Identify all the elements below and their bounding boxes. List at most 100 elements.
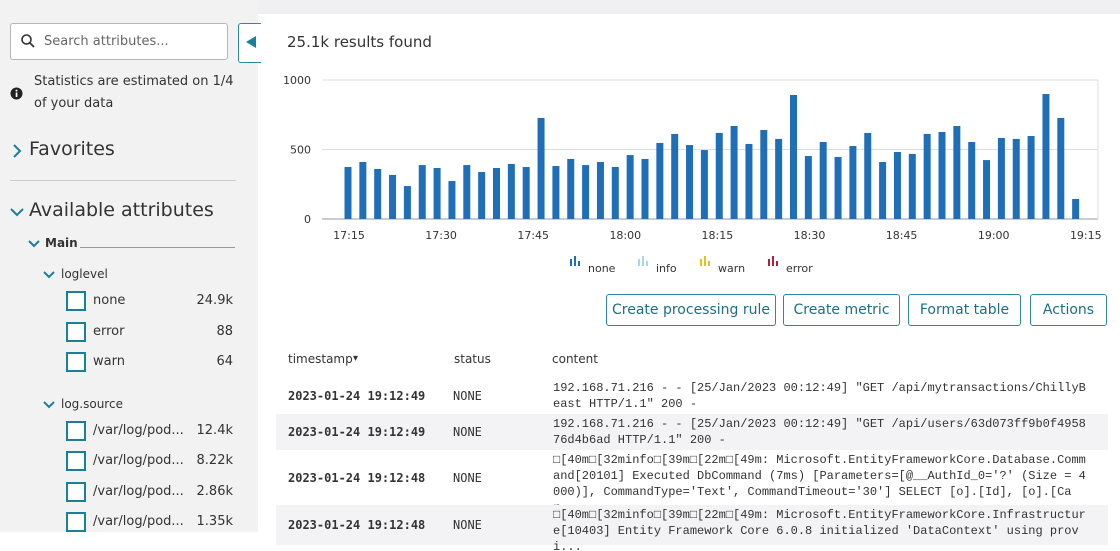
attribute-count: 88 [216, 323, 233, 339]
x-tick-label: 18:15 [702, 229, 734, 242]
checkbox[interactable] [66, 352, 86, 372]
column-header[interactable]: timestamp [288, 352, 353, 366]
main-heading[interactable]: Main [45, 236, 78, 250]
bar [849, 146, 857, 219]
action-button[interactable]: Format table [908, 294, 1021, 326]
legend-icon [578, 261, 580, 266]
chevron [43, 400, 55, 408]
legend-icon [570, 259, 572, 266]
attribute-label: /var/log/pod... [93, 422, 184, 438]
legend-icon [768, 259, 770, 266]
search-placeholder: Search attributes... [44, 34, 169, 49]
group-heading[interactable]: loglevel [61, 267, 108, 281]
x-tick-label: 18:00 [609, 229, 641, 242]
bar [403, 186, 411, 219]
legend-label: none [588, 262, 616, 275]
legend-label: error [786, 262, 813, 275]
x-tick-label: 17:30 [425, 229, 457, 242]
bar [567, 158, 575, 219]
status-cell: NONE [453, 425, 482, 439]
bar [478, 172, 486, 219]
content-cell: □[40m□[32minfo□[39m□[22m□[49m: Microsoft… [553, 508, 1086, 551]
bar [493, 167, 500, 219]
column-header[interactable]: content [552, 352, 598, 366]
bar [1042, 94, 1050, 219]
bar [537, 117, 545, 219]
bar [968, 141, 976, 219]
status-cell: NONE [453, 470, 482, 485]
histogram: 0 500 1000 17:15 17:30 17:45 18:00 18:15 18:30 18… [283, 74, 1102, 275]
attribute-count: 24.9k [196, 293, 233, 308]
bar [715, 132, 723, 219]
action-button[interactable]: Create metric [783, 294, 900, 326]
table-header [276, 340, 1108, 379]
checkbox[interactable] [66, 321, 86, 342]
bar [775, 138, 783, 219]
bar [745, 143, 753, 219]
legend-icon [638, 259, 640, 266]
attribute-label: none [93, 293, 126, 308]
action-button[interactable]: Actions [1030, 294, 1107, 326]
group-heading[interactable]: log.source [61, 396, 123, 411]
chevron [43, 271, 55, 279]
bar [1027, 136, 1035, 219]
checkbox[interactable] [66, 451, 86, 471]
table-row[interactable] [276, 378, 1108, 414]
favorites-heading[interactable]: Favorites [29, 138, 115, 160]
checkbox[interactable] [66, 291, 86, 311]
legend-label: info [656, 262, 677, 275]
bar [686, 145, 694, 219]
timestamp-cell: 2023-01-24 19:12:48 [288, 518, 426, 532]
info-icon [10, 87, 23, 100]
attribute-label: error [93, 323, 125, 339]
status-cell: NONE [453, 389, 482, 403]
bar [819, 141, 827, 219]
action-button[interactable]: Create processing rule [606, 294, 776, 326]
bar [641, 158, 649, 219]
bar [552, 166, 560, 219]
y-tick-label: 0 [304, 213, 311, 226]
content-cell: 192.168.71.216 - - [25/Jan/2023 00:12:49… [553, 381, 1086, 411]
x-tick-label: 17:15 [333, 229, 365, 242]
bar [507, 163, 515, 219]
attribute-count: 64 [216, 354, 233, 369]
legend-icon [776, 261, 778, 266]
chevron [10, 208, 24, 217]
sort-indicator[interactable]: ▾ [353, 353, 359, 364]
legend-icon [646, 261, 648, 266]
table-row[interactable] [276, 414, 1108, 450]
bar [389, 174, 397, 219]
bar [448, 181, 456, 219]
checkbox[interactable] [66, 512, 86, 532]
bar [997, 137, 1005, 219]
legend-icon [708, 261, 710, 266]
checkbox[interactable] [66, 420, 86, 441]
legend-icon [700, 259, 702, 266]
bar [834, 157, 842, 219]
available-heading[interactable]: Available attributes [29, 199, 214, 221]
timestamp-cell: 2023-01-24 19:12:49 [288, 389, 426, 403]
x-tick-label: 17:45 [517, 229, 549, 242]
collapse-arrow [246, 36, 256, 48]
column-header[interactable]: status [454, 352, 491, 366]
bar [804, 156, 812, 219]
legend-icon [772, 256, 774, 266]
bar [463, 165, 471, 219]
bar [522, 167, 530, 219]
x-tick-label: 18:45 [886, 229, 918, 242]
checkbox[interactable] [66, 481, 86, 502]
bar [938, 131, 946, 219]
bar [582, 165, 590, 219]
attribute-label: /var/log/pod... [93, 514, 184, 529]
bar [760, 130, 768, 219]
content-cell: 192.168.71.216 - - [25/Jan/2023 00:12:49… [553, 417, 1086, 447]
bar [893, 152, 901, 219]
bar [374, 168, 382, 219]
bar [344, 167, 352, 219]
bar [908, 153, 916, 219]
search-box[interactable] [10, 23, 228, 60]
bar [359, 162, 367, 219]
table-row[interactable] [276, 450, 1108, 505]
bar [700, 150, 708, 219]
